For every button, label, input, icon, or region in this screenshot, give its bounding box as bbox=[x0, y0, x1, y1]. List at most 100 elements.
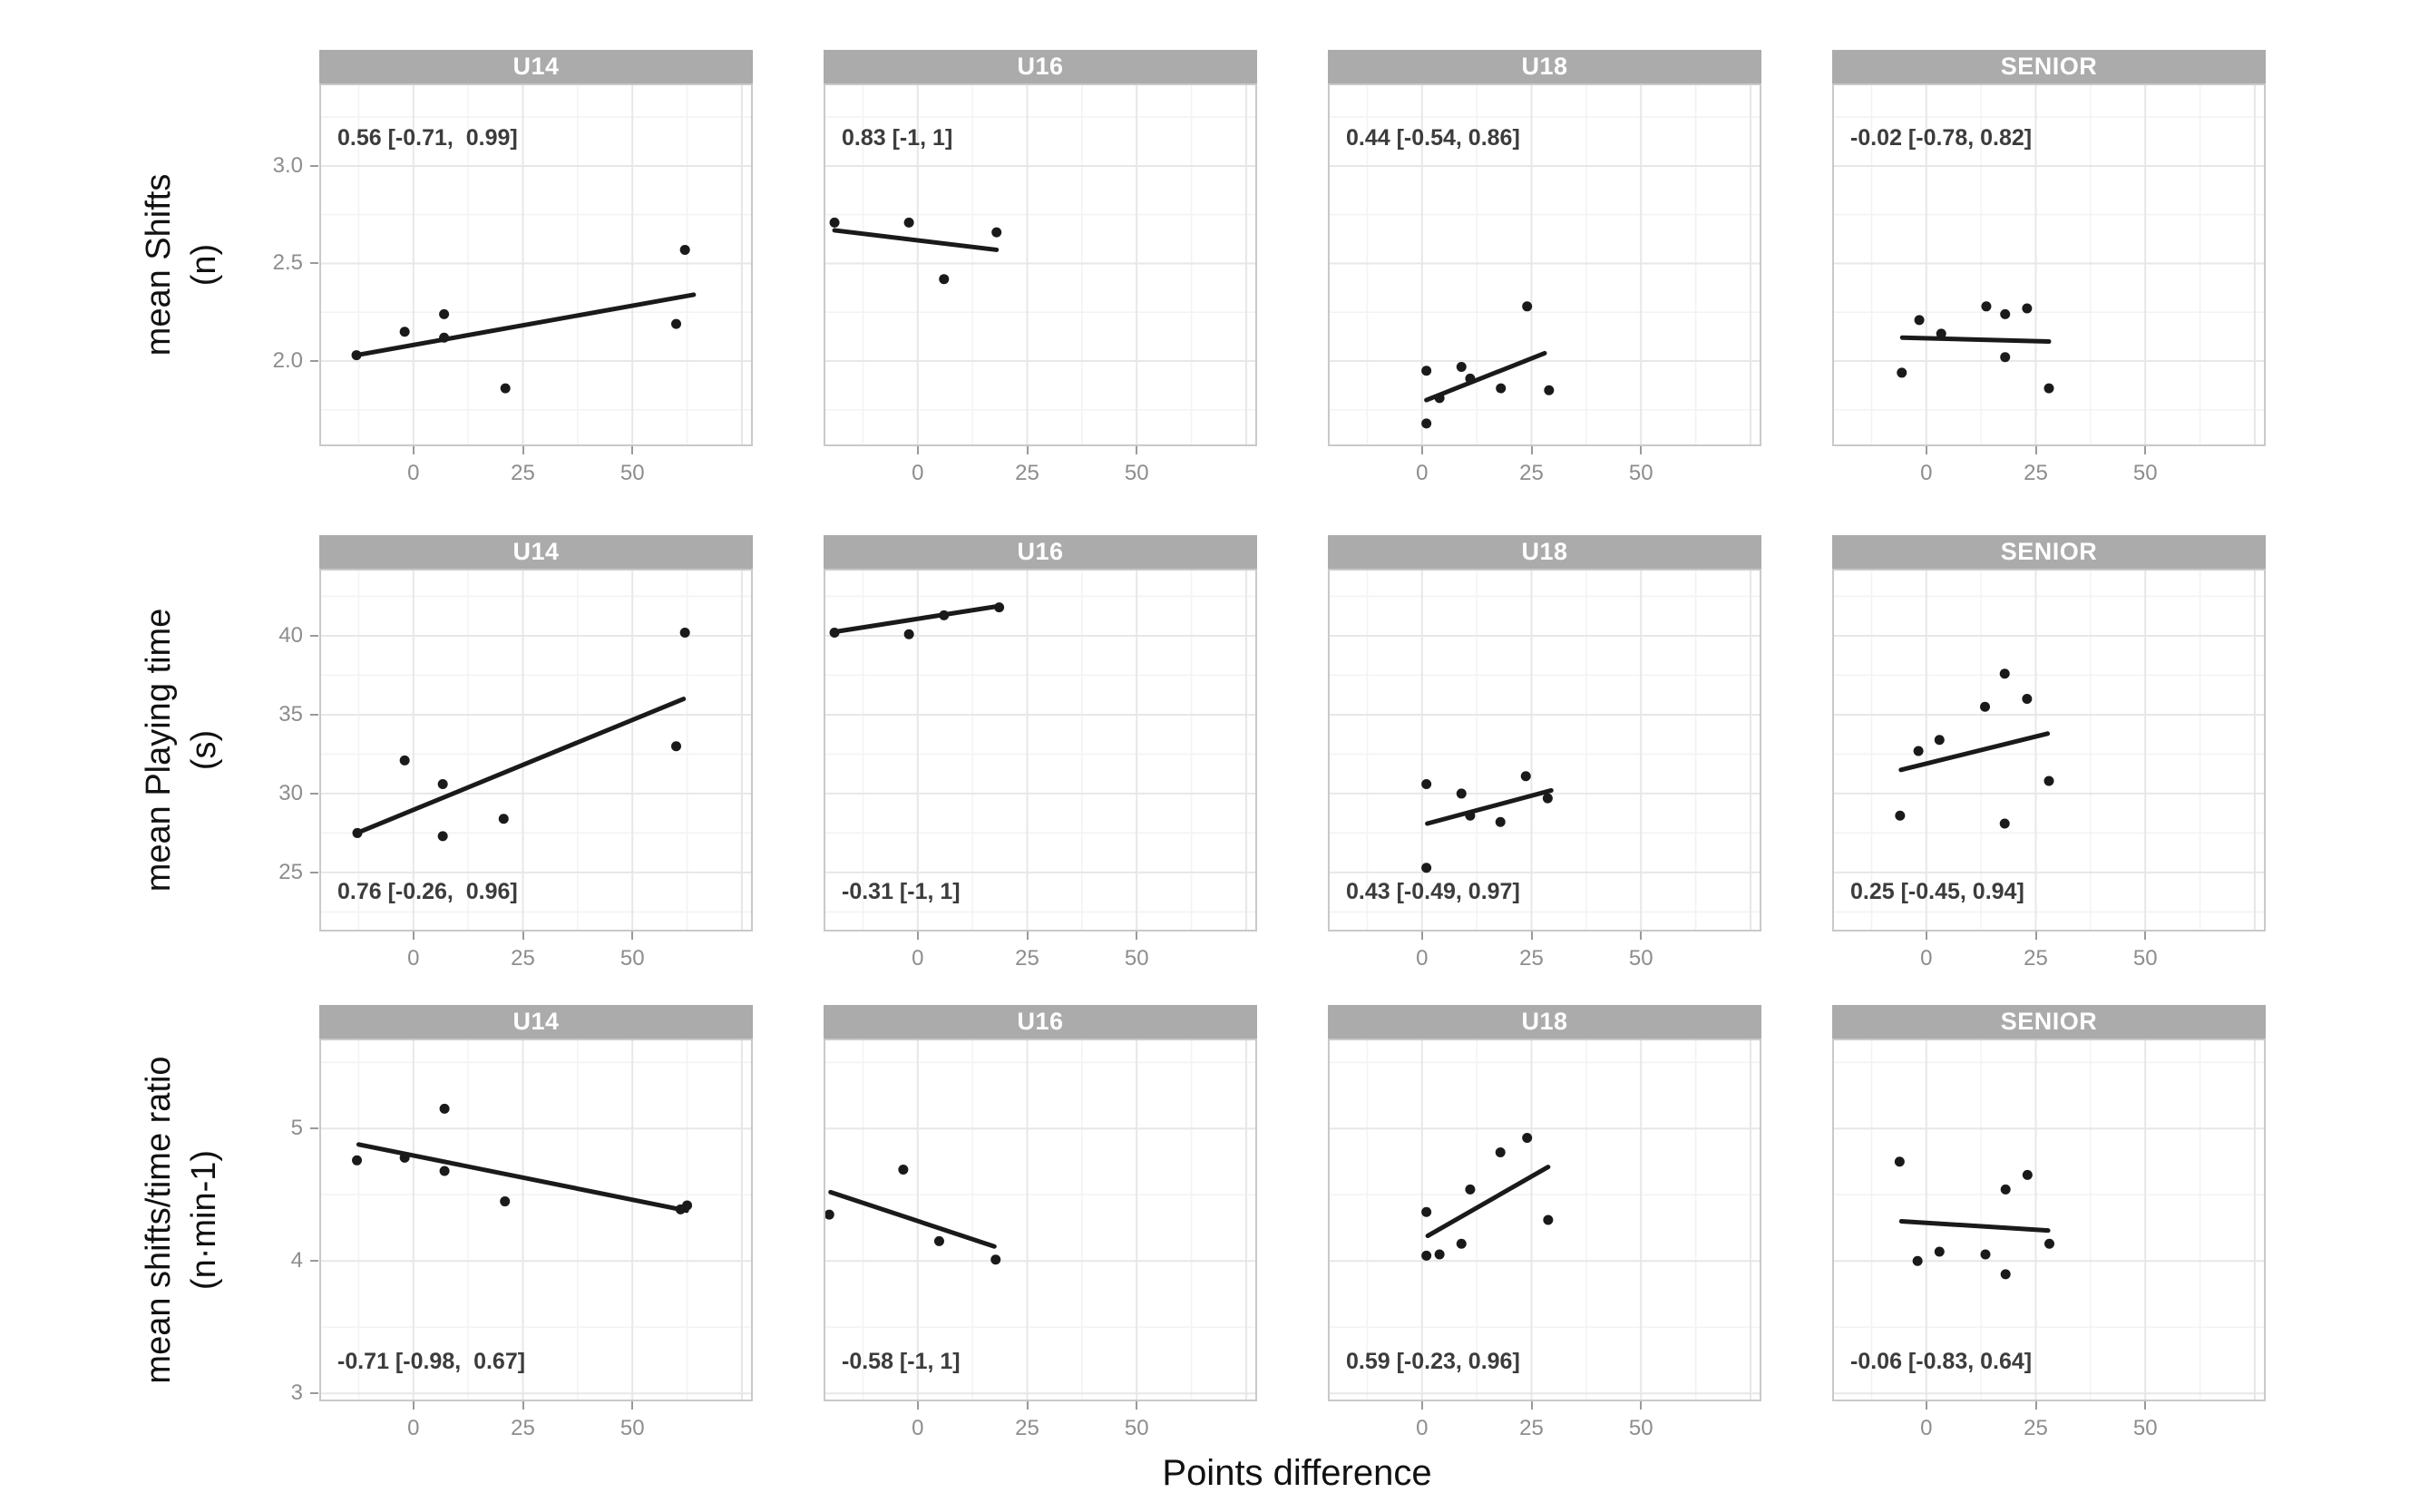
x-tick-label: 50 bbox=[1124, 946, 1149, 971]
data-point bbox=[439, 308, 450, 319]
y-tick-label: 2.5 bbox=[272, 250, 303, 276]
scatter-panel-u14-row2 bbox=[319, 569, 753, 932]
data-point bbox=[903, 629, 914, 639]
x-tick-label: 0 bbox=[912, 461, 924, 485]
data-point bbox=[1456, 788, 1467, 799]
x-tick-label: 25 bbox=[2024, 1416, 2048, 1440]
x-tick-mark bbox=[1530, 446, 1533, 454]
trend-line bbox=[832, 228, 1000, 252]
data-point bbox=[679, 244, 690, 255]
facet-strip: U18 bbox=[1328, 50, 1761, 83]
data-point bbox=[682, 1200, 693, 1211]
x-tick-mark bbox=[2034, 446, 2037, 454]
data-point bbox=[500, 1196, 511, 1207]
scatter-panel-senior-row2 bbox=[1832, 569, 2266, 932]
facet-strip: U14 bbox=[319, 50, 753, 83]
y-tick-mark bbox=[310, 164, 318, 167]
data-point bbox=[2000, 1269, 2011, 1280]
correlation-annotation: 0.25 [-0.45, 0.94] bbox=[1850, 879, 2024, 904]
data-point bbox=[2043, 1238, 2054, 1249]
correlation-annotation: 0.83 [-1, 1] bbox=[842, 125, 953, 151]
scatter-panel-u16-row3 bbox=[824, 1039, 1257, 1401]
facet-label: U14 bbox=[512, 53, 560, 80]
data-point bbox=[1495, 816, 1506, 827]
y-tick-mark bbox=[310, 713, 318, 716]
data-point bbox=[829, 217, 840, 228]
y-axis-title-row2-line1: mean Playing time bbox=[140, 608, 178, 893]
x-tick-label: 50 bbox=[619, 1416, 645, 1440]
scatter-panel-u14-row1 bbox=[319, 83, 753, 446]
data-point bbox=[2022, 303, 2033, 314]
x-tick-mark bbox=[1530, 932, 1533, 940]
x-tick-label: 0 bbox=[1920, 1416, 1933, 1440]
x-tick-mark bbox=[1925, 932, 1927, 940]
correlation-annotation: -0.31 [-1, 1] bbox=[842, 879, 961, 904]
x-tick-label: 25 bbox=[1015, 1416, 1039, 1440]
data-point bbox=[1434, 393, 1445, 404]
facet-label: U16 bbox=[1017, 1008, 1064, 1035]
facet-label: SENIOR bbox=[2000, 53, 2098, 80]
x-tick-label: 50 bbox=[2132, 946, 2158, 971]
data-point bbox=[1434, 1249, 1445, 1260]
data-point bbox=[1421, 863, 1432, 873]
x-tick-label: 50 bbox=[1628, 461, 1653, 485]
trend-line bbox=[1898, 1218, 2051, 1234]
x-tick-mark bbox=[631, 1401, 634, 1410]
data-point bbox=[439, 332, 450, 343]
x-tick-mark bbox=[2034, 1401, 2037, 1410]
x-tick-mark bbox=[1640, 1401, 1643, 1410]
x-tick-label: 0 bbox=[912, 946, 924, 971]
x-tick-mark bbox=[522, 446, 524, 454]
x-tick-label: 0 bbox=[1920, 946, 1933, 971]
x-axis-title: Points difference bbox=[1162, 1453, 1432, 1493]
x-tick-mark bbox=[1925, 446, 1927, 454]
trend-line bbox=[1898, 731, 2051, 773]
x-tick-mark bbox=[1530, 1401, 1533, 1410]
data-point bbox=[1522, 1132, 1533, 1143]
x-tick-mark bbox=[916, 932, 919, 940]
data-point bbox=[1894, 1156, 1905, 1167]
data-point bbox=[1934, 1246, 1945, 1257]
facet-strip: U16 bbox=[824, 535, 1257, 569]
y-axis-title-row1-line1: mean Shifts bbox=[140, 173, 178, 356]
x-tick-mark bbox=[522, 932, 524, 940]
correlation-annotation: 0.76 [-0.26, 0.96] bbox=[337, 879, 518, 904]
x-tick-label: 0 bbox=[407, 946, 420, 971]
data-point bbox=[1522, 301, 1533, 312]
x-tick-mark bbox=[1136, 446, 1138, 454]
data-point bbox=[824, 1209, 834, 1220]
data-point bbox=[1936, 328, 1946, 339]
data-point bbox=[2022, 1169, 2033, 1180]
y-tick-mark bbox=[310, 871, 318, 873]
correlation-annotation: 0.56 [-0.71, 0.99] bbox=[337, 125, 518, 151]
x-tick-label: 50 bbox=[2132, 1416, 2158, 1440]
trend-line bbox=[832, 603, 1004, 635]
y-tick-label: 25 bbox=[278, 859, 303, 884]
y-tick-mark bbox=[310, 1260, 318, 1263]
x-tick-mark bbox=[2144, 446, 2147, 454]
x-tick-mark bbox=[916, 446, 919, 454]
y-tick-mark bbox=[310, 360, 318, 363]
y-tick-mark bbox=[310, 634, 318, 637]
x-tick-mark bbox=[1136, 1401, 1138, 1410]
trend-line bbox=[354, 292, 697, 358]
trend-line bbox=[355, 697, 687, 835]
correlation-annotation: 0.43 [-0.49, 0.97] bbox=[1346, 879, 1520, 904]
scatter-panel-u16-row1 bbox=[824, 83, 1257, 446]
y-axis-title-row3-line1: mean shifts/time ratio bbox=[140, 1056, 178, 1384]
x-tick-mark bbox=[1420, 932, 1423, 940]
data-point bbox=[399, 1152, 410, 1163]
data-point bbox=[1912, 1255, 1923, 1266]
x-tick-label: 50 bbox=[1628, 946, 1653, 971]
data-point bbox=[1421, 778, 1432, 789]
facet-label: U18 bbox=[1521, 538, 1568, 565]
data-point bbox=[1895, 810, 1906, 821]
x-tick-label: 25 bbox=[511, 946, 535, 971]
y-axis-title-row2: mean Playing time (s) bbox=[136, 609, 227, 893]
y-tick-label: 30 bbox=[278, 780, 303, 805]
data-point bbox=[437, 778, 448, 789]
data-point bbox=[1496, 383, 1507, 394]
data-point bbox=[1914, 315, 1925, 326]
y-axis-title-row1: mean Shifts (n) bbox=[136, 174, 227, 356]
facet-strip: SENIOR bbox=[1832, 535, 2266, 569]
